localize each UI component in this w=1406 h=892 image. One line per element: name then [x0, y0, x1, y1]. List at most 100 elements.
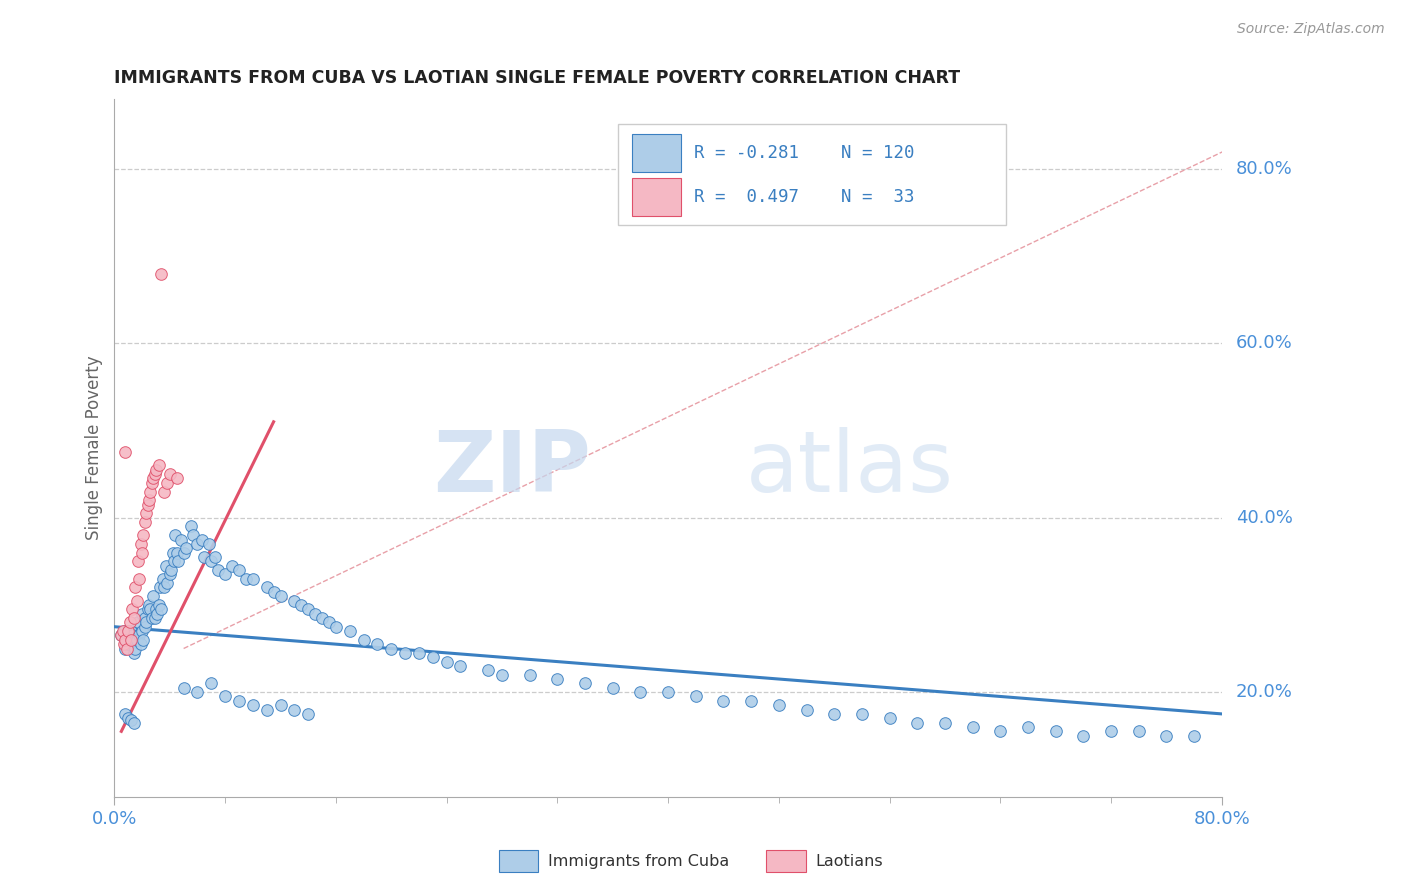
- FancyBboxPatch shape: [631, 178, 682, 217]
- Point: [150, 602, 173, 616]
- FancyBboxPatch shape: [619, 124, 1005, 225]
- Point: [228, 694, 250, 708]
- Point: [1017, 720, 1039, 734]
- Point: [153, 484, 176, 499]
- Point: [200, 554, 222, 568]
- Point: [173, 546, 195, 560]
- Point: [111, 624, 134, 638]
- Point: [311, 611, 333, 625]
- Point: [141, 611, 163, 625]
- Point: [207, 563, 229, 577]
- Point: [193, 549, 215, 564]
- Point: [120, 632, 142, 647]
- Point: [132, 528, 155, 542]
- Point: [150, 267, 173, 281]
- Point: [422, 650, 444, 665]
- Point: [394, 646, 416, 660]
- Point: [256, 702, 278, 716]
- Point: [190, 533, 212, 547]
- Point: [143, 611, 166, 625]
- Point: [114, 706, 136, 721]
- Point: [325, 620, 347, 634]
- Text: atlas: atlas: [745, 427, 953, 510]
- Point: [124, 581, 146, 595]
- Point: [297, 602, 319, 616]
- Point: [138, 493, 160, 508]
- Point: [139, 484, 162, 499]
- Text: 20.0%: 20.0%: [1236, 683, 1292, 701]
- Point: [166, 546, 188, 560]
- Point: [145, 602, 167, 616]
- Point: [110, 628, 132, 642]
- Point: [131, 624, 153, 638]
- Point: [851, 706, 873, 721]
- Point: [283, 702, 305, 716]
- Point: [197, 537, 219, 551]
- Point: [270, 589, 292, 603]
- Point: [125, 632, 148, 647]
- Point: [134, 611, 156, 625]
- Point: [263, 584, 285, 599]
- Point: [1128, 724, 1150, 739]
- Text: 80.0%: 80.0%: [1236, 160, 1292, 178]
- Point: [934, 715, 956, 730]
- Point: [145, 463, 167, 477]
- Point: [153, 581, 176, 595]
- Point: [176, 541, 198, 556]
- Point: [159, 467, 181, 482]
- Point: [1099, 724, 1122, 739]
- Point: [136, 498, 159, 512]
- Point: [142, 589, 165, 603]
- Point: [129, 637, 152, 651]
- Point: [146, 607, 169, 621]
- Point: [167, 554, 190, 568]
- Point: [149, 581, 172, 595]
- Point: [138, 598, 160, 612]
- Point: [1073, 729, 1095, 743]
- Point: [117, 637, 139, 651]
- Point: [122, 611, 145, 625]
- Point: [135, 507, 157, 521]
- Point: [546, 672, 568, 686]
- FancyBboxPatch shape: [631, 134, 682, 172]
- Point: [117, 711, 139, 725]
- Point: [574, 676, 596, 690]
- Point: [879, 711, 901, 725]
- Point: [163, 554, 186, 568]
- Point: [120, 713, 142, 727]
- Text: IMMIGRANTS FROM CUBA VS LAOTIAN SINGLE FEMALE POVERTY CORRELATION CHART: IMMIGRANTS FROM CUBA VS LAOTIAN SINGLE F…: [114, 69, 960, 87]
- Point: [823, 706, 845, 721]
- Point: [602, 681, 624, 695]
- Point: [1156, 729, 1178, 743]
- Point: [152, 572, 174, 586]
- Point: [117, 624, 139, 638]
- Point: [165, 528, 187, 542]
- Point: [143, 467, 166, 482]
- Point: [136, 602, 159, 616]
- Point: [156, 576, 179, 591]
- Point: [297, 706, 319, 721]
- Point: [114, 632, 136, 647]
- Point: [127, 554, 149, 568]
- Point: [214, 567, 236, 582]
- Point: [256, 581, 278, 595]
- Point: [125, 593, 148, 607]
- Point: [139, 602, 162, 616]
- Point: [408, 646, 430, 660]
- Y-axis label: Single Female Poverty: Single Female Poverty: [86, 356, 103, 541]
- Point: [380, 641, 402, 656]
- Point: [124, 641, 146, 656]
- Point: [148, 458, 170, 473]
- Point: [366, 637, 388, 651]
- Point: [685, 690, 707, 704]
- Point: [162, 546, 184, 560]
- Point: [339, 624, 361, 638]
- Point: [242, 698, 264, 713]
- Text: R =  0.497    N =  33: R = 0.497 N = 33: [693, 188, 914, 206]
- Point: [657, 685, 679, 699]
- Point: [115, 632, 138, 647]
- Text: Laotians: Laotians: [815, 855, 883, 869]
- Point: [114, 641, 136, 656]
- Point: [120, 624, 142, 638]
- Point: [155, 558, 177, 573]
